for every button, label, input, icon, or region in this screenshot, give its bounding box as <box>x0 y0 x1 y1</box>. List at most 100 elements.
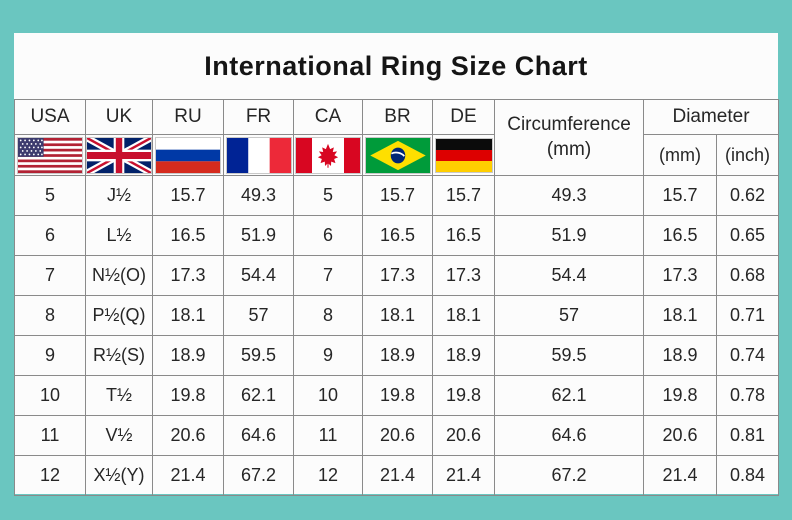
cell: 59.5 <box>494 335 644 376</box>
cell: 62.1 <box>223 375 294 416</box>
cell: 17.3 <box>643 255 717 296</box>
col-header-de: DE <box>432 99 495 135</box>
cell: 12 <box>293 455 363 496</box>
cell: 15.7 <box>362 175 433 216</box>
cell: 12 <box>14 455 86 496</box>
col-header-fr: FR <box>223 99 294 135</box>
cell: 19.8 <box>643 375 717 416</box>
ru-flag-icon <box>155 136 221 174</box>
cell: J½ <box>85 175 153 216</box>
table-row: 11 V½ 20.6 64.6 11 20.6 20.6 64.6 20.6 0.81 <box>14 415 780 456</box>
cell: 16.5 <box>643 215 717 256</box>
usa-flag-icon <box>17 136 83 174</box>
chart-panel: International Ring Size Chart USA UK RU … <box>14 33 780 496</box>
cell: 7 <box>14 255 86 296</box>
cell: 18.9 <box>432 335 495 376</box>
cell: 19.8 <box>432 375 495 416</box>
flag-cell-ru <box>152 134 224 176</box>
cell: 17.3 <box>362 255 433 296</box>
cell: 0.68 <box>715 255 780 296</box>
col-header-usa: USA <box>14 99 86 135</box>
cell: 16.5 <box>152 215 224 256</box>
cell: 17.3 <box>152 255 224 296</box>
cell: 57 <box>223 295 294 336</box>
cell: 9 <box>293 335 363 376</box>
cell: 15.7 <box>432 175 495 216</box>
cell: 0.74 <box>715 335 780 376</box>
cell: 54.4 <box>494 255 644 296</box>
table-row: 5 J½ 15.7 49.3 5 15.7 15.7 49.3 15.7 0.62 <box>14 175 780 216</box>
flag-cell-usa <box>14 134 86 176</box>
cell: 0.81 <box>715 415 780 456</box>
br-flag-icon <box>364 136 431 174</box>
cell: 57 <box>494 295 644 336</box>
cell: 18.9 <box>362 335 433 376</box>
table-row: 6 L½ 16.5 51.9 6 16.5 16.5 51.9 16.5 0.65 <box>14 215 780 256</box>
cell: 8 <box>14 295 86 336</box>
cell: 20.6 <box>432 415 495 456</box>
cell: L½ <box>85 215 153 256</box>
cell: V½ <box>85 415 153 456</box>
cell: 7 <box>293 255 363 296</box>
circumference-label: Circumference <box>507 113 631 135</box>
cell: 18.9 <box>152 335 224 376</box>
de-flag-icon <box>434 137 493 173</box>
ring-size-table: USA UK RU FR CA BR DE Circumference (mm)… <box>14 99 780 496</box>
table-row: 9 R½(S) 18.9 59.5 9 18.9 18.9 59.5 18.9 0.74 <box>14 335 780 376</box>
header-flag-row: (mm) (inch) <box>14 134 780 176</box>
cell: 11 <box>14 415 86 456</box>
cell: 0.71 <box>715 295 780 336</box>
col-header-uk: UK <box>85 99 153 135</box>
col-header-diameter-inch: (inch) <box>715 134 780 176</box>
cell: 64.6 <box>223 415 294 456</box>
cell: X½(Y) <box>85 455 153 496</box>
col-header-ru: RU <box>152 99 224 135</box>
col-header-circumference: Circumference (mm) <box>494 99 644 176</box>
cell: 6 <box>293 215 363 256</box>
cell: 62.1 <box>494 375 644 416</box>
cell: 18.1 <box>643 295 717 336</box>
cell: 5 <box>14 175 86 216</box>
flag-cell-br <box>362 134 433 176</box>
header-label-row: USA UK RU FR CA BR DE Circumference (mm)… <box>14 99 780 176</box>
cell: 18.1 <box>152 295 224 336</box>
cell: 20.6 <box>643 415 717 456</box>
col-header-ca: CA <box>293 99 363 135</box>
cell: 9 <box>14 335 86 376</box>
cell: 6 <box>14 215 86 256</box>
cell: 49.3 <box>223 175 294 216</box>
cell: 51.9 <box>494 215 644 256</box>
cell: 19.8 <box>362 375 433 416</box>
cell: 16.5 <box>432 215 495 256</box>
cell: 21.4 <box>362 455 433 496</box>
flag-cell-fr <box>223 134 294 176</box>
cell: 49.3 <box>494 175 644 216</box>
table-row: 7 N½(O) 17.3 54.4 7 17.3 17.3 54.4 17.3 0.68 <box>14 255 780 296</box>
cell: 21.4 <box>643 455 717 496</box>
col-header-diameter: Diameter <box>642 99 780 135</box>
cell: 5 <box>293 175 363 216</box>
cell: 20.6 <box>362 415 433 456</box>
cell: 15.7 <box>152 175 224 216</box>
cell: 18.1 <box>432 295 495 336</box>
cell: 0.65 <box>715 215 780 256</box>
flag-cell-ca <box>293 134 363 176</box>
cell: 17.3 <box>432 255 495 296</box>
cell: 59.5 <box>223 335 294 376</box>
cell: 19.8 <box>152 375 224 416</box>
uk-flag-icon <box>86 136 152 174</box>
cell: 8 <box>293 295 363 336</box>
cell: 0.84 <box>715 455 780 496</box>
cell: 67.2 <box>223 455 294 496</box>
cell: 15.7 <box>643 175 717 216</box>
cell: 16.5 <box>362 215 433 256</box>
cell: N½(O) <box>85 255 153 296</box>
fr-flag-icon <box>225 136 292 174</box>
flag-cell-uk <box>85 134 153 176</box>
cell: 20.6 <box>152 415 224 456</box>
cell: 0.78 <box>715 375 780 416</box>
cell: R½(S) <box>85 335 153 376</box>
cell: 10 <box>293 375 363 416</box>
circumference-unit: (mm) <box>546 138 592 160</box>
cell: 51.9 <box>223 215 294 256</box>
